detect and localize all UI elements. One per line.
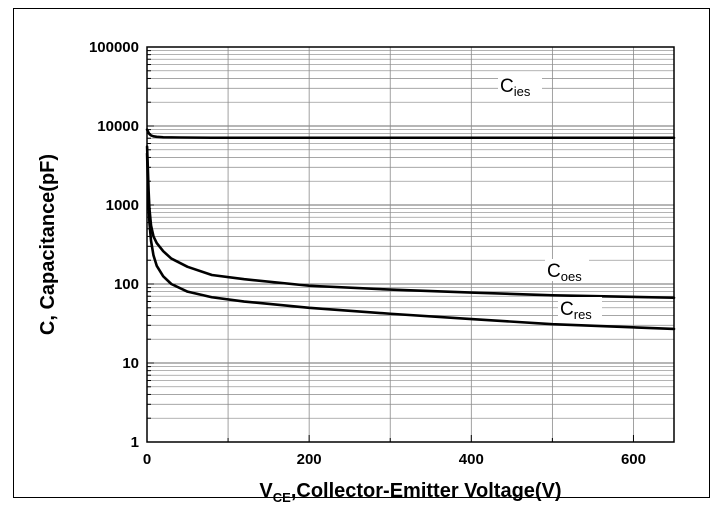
x-tick-label: 400	[459, 451, 484, 468]
series-label-sub: res	[574, 307, 593, 322]
series-label-bg	[558, 297, 602, 319]
series-label-bg	[498, 74, 542, 96]
series-label-cies: Cies	[500, 76, 531, 99]
y-tick-label: 10000	[97, 118, 139, 135]
series-label-cres: Cres	[560, 299, 592, 322]
series-line-coes	[145, 145, 676, 300]
series-label-bg	[545, 259, 589, 281]
plot-border	[146, 46, 675, 443]
series-label-sub: ies	[514, 84, 531, 99]
series-label-main: C	[547, 261, 561, 282]
x-tick-label: 0	[143, 451, 151, 468]
x-axis-label-sub: CE	[273, 490, 291, 505]
series-label-main: C	[500, 76, 514, 97]
y-tick-label: 100000	[89, 39, 139, 56]
x-tick-label: 600	[621, 451, 646, 468]
tick-layer: 0 200 400 600 1 10 100 1000 10000 100000	[89, 39, 646, 468]
y-tick-label: 1000	[106, 197, 139, 214]
y-tick-label: 10	[122, 355, 139, 372]
x-axis-label: VCE,Collector-Emitter Voltage(V)	[259, 480, 561, 505]
x-axis-label-main: V	[259, 480, 273, 502]
y-tick-label: 100	[114, 276, 139, 293]
x-axis-label-rest: ,Collector-Emitter Voltage(V)	[291, 480, 562, 502]
series-line-cies	[145, 128, 676, 140]
series-label-coes: Coes	[547, 261, 582, 284]
series-line-cres	[145, 152, 676, 331]
series-label-main: C	[560, 299, 574, 320]
chart-frame	[13, 8, 710, 498]
y-tick-label: 1	[131, 434, 139, 451]
grid-layer	[147, 47, 674, 443]
y-axis-label: C, Capacitance(pF)	[37, 154, 59, 335]
series-label-sub: oes	[561, 269, 582, 284]
x-tick-label: 200	[297, 451, 322, 468]
